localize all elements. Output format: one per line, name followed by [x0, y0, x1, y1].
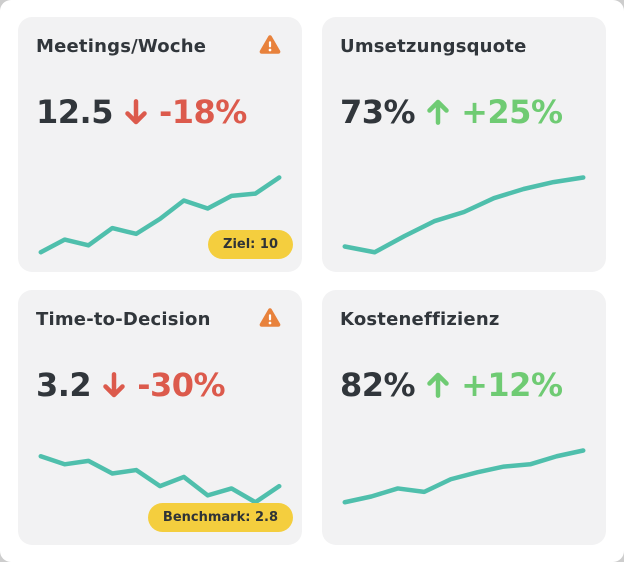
kpi-card-meetings-woche: Meetings/Woche 12.5 -18% Ziel: 10 [18, 17, 302, 272]
kpi-change: -30% [137, 365, 226, 404]
benchmark-badge: Benchmark: 2.8 [147, 503, 293, 532]
ziel-badge: Ziel: 10 [208, 230, 293, 259]
card-header: Umsetzungsquote [340, 36, 588, 59]
kpi-value-row: 3.2 -30% [36, 365, 284, 404]
trend-up-icon [423, 370, 453, 400]
sparkline-chart [340, 166, 588, 258]
kpi-value: 73% [340, 92, 416, 131]
kpi-value: 3.2 [36, 365, 92, 404]
kpi-value: 12.5 [36, 92, 113, 131]
kpi-value-row: 73% +25% [340, 92, 588, 131]
kpi-value-row: 82% +12% [340, 365, 588, 404]
kpi-change: +25% [461, 92, 563, 131]
card-header: Meetings/Woche [36, 33, 284, 59]
kpi-card-time-to-decision: Time-to-Decision 3.2 -30% Benchmark: 2.8 [18, 290, 302, 545]
kpi-value: 82% [340, 365, 416, 404]
kpi-change: -18% [158, 92, 247, 131]
trend-down-icon [121, 97, 151, 127]
trend-down-icon [99, 370, 129, 400]
card-title: Umsetzungsquote [340, 36, 527, 57]
kpi-card-umsetzungsquote: Umsetzungsquote 73% +25% [322, 17, 606, 272]
card-header: Time-to-Decision [36, 306, 284, 332]
kpi-card-kosteneffizienz: Kosteneffizienz 82% +12% [322, 290, 606, 545]
trend-up-icon [423, 97, 453, 127]
card-title: Meetings/Woche [36, 36, 207, 57]
sparkline-chart [36, 439, 284, 531]
warning-icon [258, 306, 282, 330]
kpi-value-row: 12.5 -18% [36, 92, 284, 131]
sparkline-chart [340, 439, 588, 531]
card-header: Kosteneffizienz [340, 309, 588, 332]
sparkline-chart [36, 166, 284, 258]
kpi-change: +12% [461, 365, 563, 404]
card-title: Time-to-Decision [36, 309, 211, 330]
card-title: Kosteneffizienz [340, 309, 500, 330]
warning-icon [258, 33, 282, 57]
